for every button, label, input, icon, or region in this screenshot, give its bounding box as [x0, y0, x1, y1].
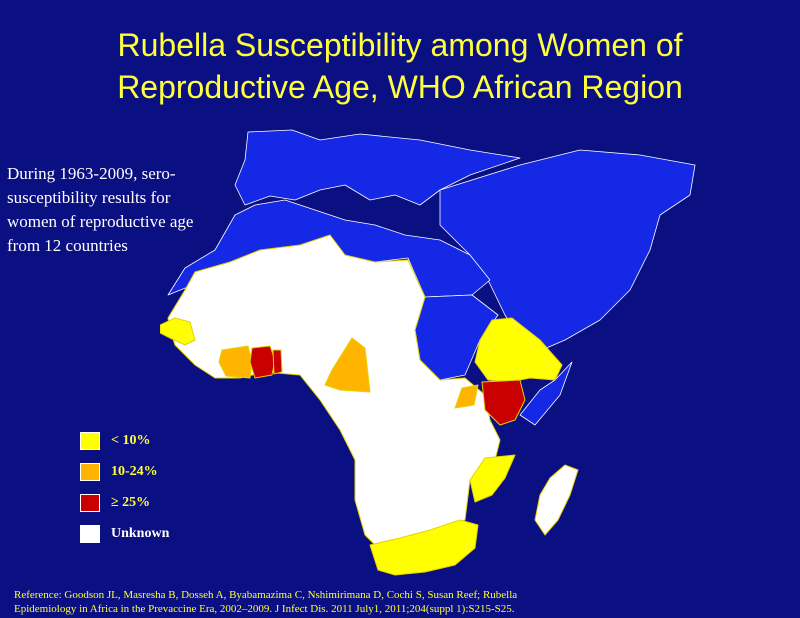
country-ge25-kenya — [481, 379, 526, 426]
legend-label-lt10: < 10% — [111, 433, 151, 448]
title-line-1: Rubella Susceptibility among Women of — [117, 27, 683, 63]
reference-line-2: Epidemiology in Africa in the Prevaccine… — [14, 603, 515, 615]
legend-swatch-red — [80, 494, 100, 512]
reference-line-1: Reference: Goodson JL, Masresha B, Dosse… — [14, 589, 518, 601]
europe-region — [234, 129, 521, 206]
legend-swatch-orange — [80, 463, 100, 481]
country-lt10-mozambique — [469, 454, 516, 503]
country-ge25-togo — [272, 349, 283, 375]
country-10-24-cote-divoire — [218, 345, 253, 379]
legend-label-unknown: Unknown — [111, 526, 170, 541]
country-lt10-ethiopia — [474, 317, 563, 383]
legend-label-10-24: 10-24% — [111, 464, 158, 479]
africa-map — [160, 129, 696, 576]
somalia-region — [519, 361, 573, 426]
legend-swatch-white — [80, 525, 100, 543]
slide-title: Rubella Susceptibility among Women of Re… — [0, 24, 800, 108]
country-10-24-cameroon — [324, 337, 371, 393]
country-ge25-ghana — [249, 345, 276, 379]
country-lt10-senegal — [160, 317, 196, 346]
madagascar — [534, 464, 579, 536]
reference-citation: Reference: Goodson JL, Masresha B, Dosse… — [14, 588, 794, 616]
intro-text: During 1963-2009, sero-susceptibility re… — [7, 164, 194, 255]
country-lt10-south-africa — [369, 519, 479, 576]
middle-east-region — [439, 149, 696, 356]
title-line-2: Reproductive Age, WHO African Region — [117, 69, 683, 105]
legend-label-ge25: ≥ 25% — [111, 495, 151, 510]
legend-swatch-yellow — [80, 432, 100, 450]
country-10-24-uganda — [454, 384, 479, 409]
